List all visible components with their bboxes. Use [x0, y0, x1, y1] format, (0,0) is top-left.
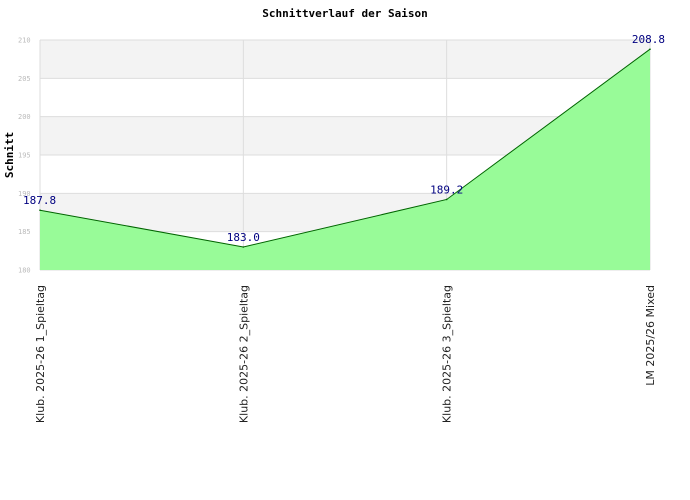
data-labels: 187.8 183.0 189.2 208.8 — [23, 33, 665, 244]
y-tick-label: 180 — [18, 267, 31, 275]
area-fill — [40, 49, 650, 271]
series-area — [39, 48, 651, 271]
x-tick-label: Klub. 2025-26 1_Spieltag — [34, 285, 47, 423]
y-tick-label: 210 — [18, 37, 31, 45]
chart-title: Schnittverlauf der Saison — [262, 7, 428, 20]
plot-band — [40, 40, 650, 79]
series-line — [39, 48, 651, 248]
y-tick-label: 185 — [18, 228, 31, 236]
y-tick-label: 200 — [18, 113, 31, 121]
data-point — [242, 246, 245, 248]
data-label: 187.8 — [23, 194, 56, 207]
data-label: 208.8 — [632, 33, 665, 46]
x-tick-label: LM 2025/26 Mixed — [644, 285, 657, 386]
plot-band — [40, 78, 650, 117]
y-tick-label: 190 — [18, 190, 31, 198]
y-axis-label: Schnitt — [3, 132, 16, 178]
data-label: 189.2 — [430, 183, 463, 196]
data-point — [39, 209, 41, 211]
x-tick-label: Klub. 2025-26 3_Spieltag — [441, 285, 454, 423]
y-axis-ticks: 180 185 190 195 200 205 210 — [18, 37, 31, 275]
y-tick-label: 205 — [18, 75, 31, 83]
data-point — [649, 48, 651, 50]
y-tick-label: 195 — [18, 152, 31, 160]
data-point — [445, 198, 448, 201]
x-tick-label: Klub. 2025-26 2_Spieltag — [237, 285, 250, 423]
x-axis-ticks: Klub. 2025-26 1_Spieltag Klub. 2025-26 2_… — [34, 285, 657, 423]
data-label: 183.0 — [227, 231, 260, 244]
